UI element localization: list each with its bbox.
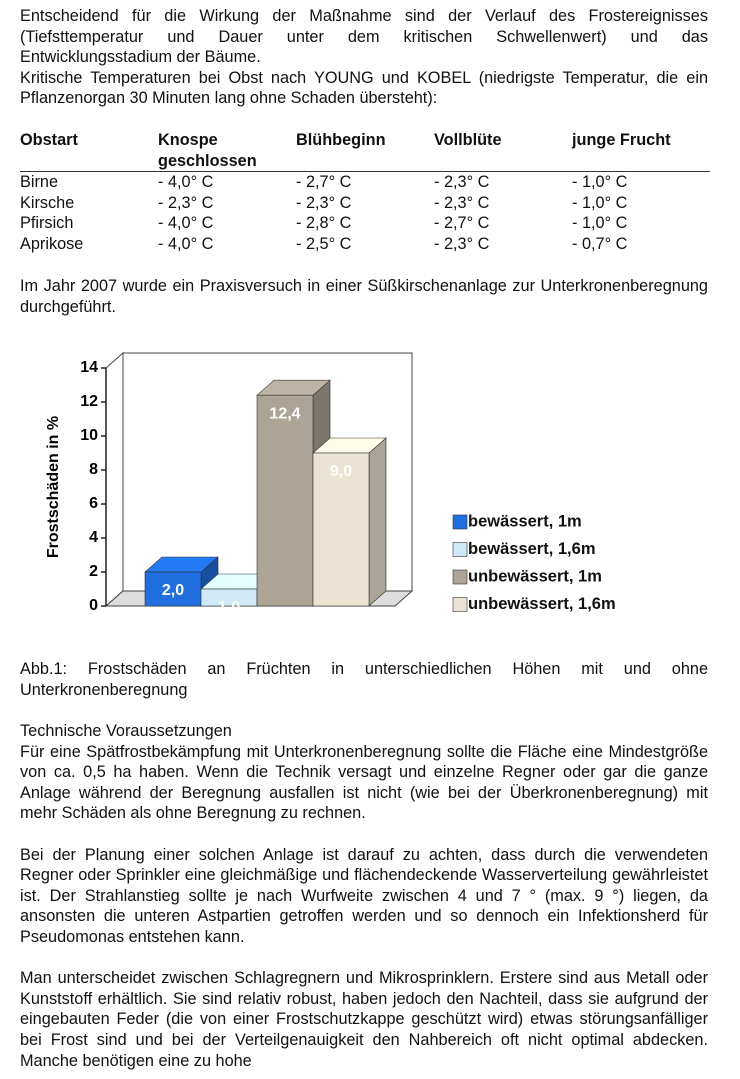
bar (144, 571, 202, 607)
value-label: 12,4 (269, 405, 300, 422)
chart: 0 2 4 6 8 10 12 14 Frostschäden in % 2,0 bewässert… (45, 351, 616, 616)
table-cell: - 2,7° C (296, 173, 352, 192)
section-heading: Technische Voraussetzungen (20, 722, 232, 740)
section: Technische Voraussetzungen Für eine Spät… (20, 721, 708, 1071)
y-tick-label: 6 (89, 495, 98, 512)
table-cell: - 2,3° C (434, 173, 490, 192)
table-cell: - 4,0° C (158, 173, 214, 192)
y-tick-label: 4 (89, 529, 98, 546)
table-cell: - 2,8° C (296, 214, 352, 233)
table-cell: Pfirsich (20, 214, 74, 233)
legend-label: unbewässert, 1,6m (468, 595, 616, 613)
table-cell: - 1,0° C (572, 193, 628, 212)
legend-label: bewässert, 1,6m (468, 540, 596, 558)
paragraph: Bei der Planung einer solchen Anlage ist… (20, 845, 708, 946)
legend-swatch (452, 514, 468, 530)
legend-label: unbewässert, 1m (468, 567, 602, 585)
legend-label: bewässert, 1m (468, 512, 582, 530)
legend-swatch (452, 542, 468, 557)
y-tick-label: 8 (89, 461, 98, 478)
table-cell: - 2,3° C (158, 193, 214, 212)
bar (256, 394, 314, 607)
column-header: junge Frucht (572, 130, 710, 173)
legend-swatch (452, 569, 468, 585)
temperature-table: Obstart Knospe geschlossen Blühbeginn Vollb… (20, 130, 710, 255)
y-tick-label: 2 (89, 563, 98, 580)
bar (312, 452, 370, 607)
paragraph: Man unterscheidet zwischen Schlagregnern… (20, 969, 708, 1070)
back-wall (105, 351, 124, 608)
value-label: 9,0 (330, 463, 352, 480)
table-cell: - 2,3° C (434, 193, 490, 212)
intro: Entscheidend für die Wirkung der Maßnahm… (20, 6, 708, 109)
legend-swatch (452, 597, 468, 612)
table-cell: - 1,0° C (572, 173, 628, 192)
y-axis-label: Frostschäden in % (45, 416, 62, 558)
column-header: Vollblüte (434, 130, 572, 173)
table-cell: - 0,7° C (572, 234, 628, 253)
table-cell: - 2,3° C (296, 193, 352, 212)
table-cell: - 4,0° C (158, 214, 214, 233)
column-header: Knospe geschlossen (158, 130, 296, 173)
table-body: Birne - 4,0° C- 2,7° C- 2,3° C- 1,0° C Kir… (20, 172, 710, 255)
caption: Abb.1: Frostschäden an Früchten in unter… (20, 660, 708, 699)
paragraph: Entscheidend für die Wirkung der Maßnahm… (20, 7, 708, 67)
y-tick-label: 0 (89, 597, 98, 614)
y-tick-label: 14 (80, 359, 98, 376)
column-header: Obstart (20, 130, 158, 173)
y-tick-label: 12 (80, 393, 98, 410)
table-cell: - 2,5° C (296, 234, 352, 253)
table-cell: - 1,0° C (572, 214, 628, 233)
table-cell: Aprikose (20, 234, 84, 253)
table-row: Aprikose - 4,0° C - 2,5° C - 2,3° C - 0,7° C (20, 234, 710, 255)
table-cell: Kirsche (20, 193, 75, 212)
paragraph: Für eine Spätfrostbekämpfung mit Unterkr… (20, 742, 708, 823)
table-row: Pfirsich - 4,0° C - 2,8° C - 2,7° C - 1,0° C (20, 213, 710, 234)
paragraph: Im Jahr 2007 wurde ein Praxisversuch in … (20, 277, 708, 316)
value-label: 1,0 (218, 599, 240, 616)
table-cell: - 4,0° C (158, 234, 214, 253)
value-label: 2,0 (162, 582, 184, 599)
table-cell: Birne (20, 173, 59, 192)
table-row: Kirsche - 2,3° C - 2,3° C - 2,3° C - 1,0° C (20, 193, 710, 214)
table-row: Birne - 4,0° C - 2,7° C - 2,3° C - 1,0° C (20, 172, 710, 193)
table-header: Obstart Knospe geschlossen Blühbeginn Vollb… (20, 130, 710, 173)
table-cell: - 2,7° C (434, 214, 490, 233)
table-cell: - 2,3° C (434, 234, 490, 253)
column-header: Blühbeginn (296, 130, 434, 173)
bar-side (368, 437, 387, 607)
paragraph: Kritische Temperaturen bei Obst nach YOU… (20, 68, 708, 108)
y-tick-label: 10 (80, 427, 98, 444)
